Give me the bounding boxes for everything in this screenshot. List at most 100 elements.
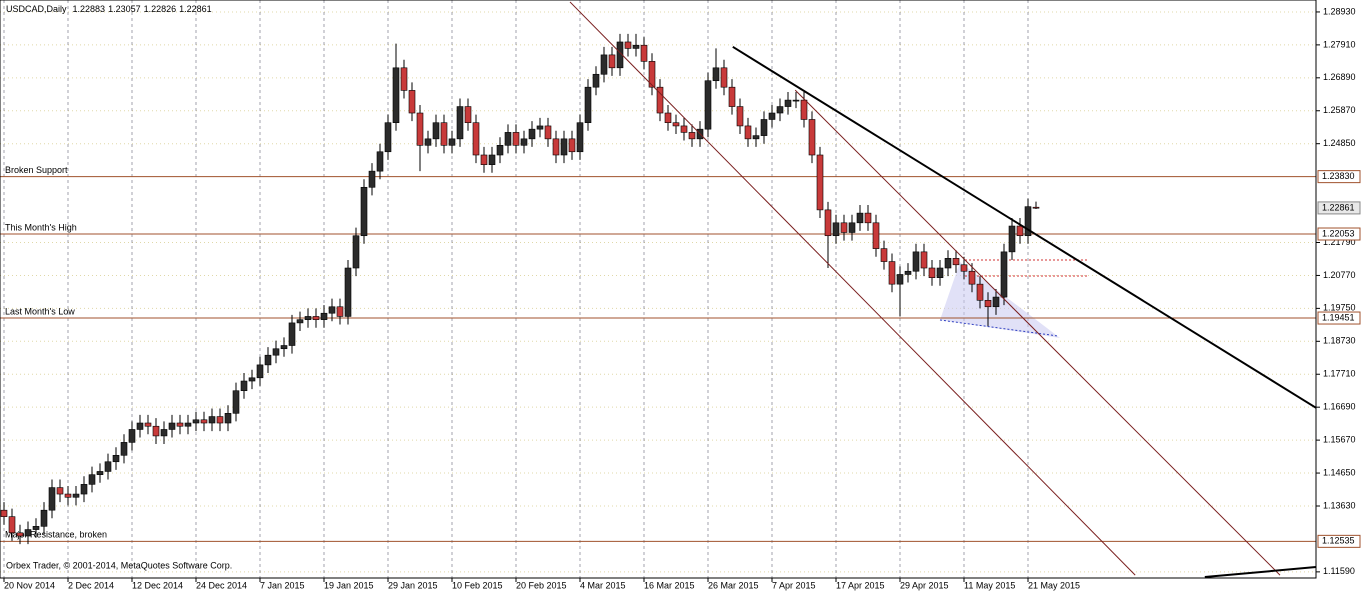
candle-body <box>840 222 848 233</box>
candle-body <box>880 248 888 262</box>
ohlc-open: 1.22883 <box>73 4 106 14</box>
candle-body <box>984 300 992 308</box>
candle-body <box>968 270 976 285</box>
candle-body <box>992 296 1000 308</box>
candle-body <box>32 526 40 530</box>
candle-body <box>688 132 696 140</box>
candle-body <box>288 322 296 346</box>
y-tick-label: 1.21790 <box>1323 237 1356 247</box>
candle-body <box>456 106 464 140</box>
y-tick-label: 1.25870 <box>1323 105 1356 115</box>
candle-body <box>856 212 864 224</box>
candle-body <box>352 235 360 269</box>
ohlc-high: 1.23057 <box>108 4 141 14</box>
candle-body <box>144 422 152 427</box>
candle-body <box>776 106 784 114</box>
candle-body <box>552 138 560 156</box>
candle-body <box>872 222 880 249</box>
x-tick-label: 20 Nov 2014 <box>4 580 55 590</box>
x-tick-label: 24 Dec 2014 <box>196 580 247 590</box>
candle-body <box>592 73 600 88</box>
candle-body <box>280 345 288 350</box>
candle-body <box>784 99 792 107</box>
y-tick-label: 1.15670 <box>1323 434 1356 444</box>
x-tick-label: 17 Apr 2015 <box>836 580 885 590</box>
candle-body <box>576 122 584 153</box>
candle-body <box>904 270 912 275</box>
current-price-box <box>1317 201 1361 215</box>
candle-body <box>160 429 168 437</box>
x-tick-label: 7 Jan 2015 <box>260 580 305 590</box>
candle-body <box>424 138 432 146</box>
candle-body <box>656 86 664 114</box>
y-tick-label: 1.13630 <box>1323 500 1356 510</box>
candle-body <box>728 86 736 107</box>
x-tick-label: 12 Dec 2014 <box>132 580 183 590</box>
candle-body <box>304 316 312 320</box>
candle-body <box>16 532 24 537</box>
trendline <box>732 45 1317 409</box>
candle-body <box>1000 251 1008 298</box>
candle-body <box>568 138 576 153</box>
candle-body <box>336 306 344 317</box>
candle-body <box>112 454 120 463</box>
candle-body <box>528 128 536 140</box>
candle-body <box>464 106 472 124</box>
candle-body <box>800 99 808 120</box>
candle-body <box>648 61 656 88</box>
candle-body <box>88 474 96 485</box>
candle-body <box>264 354 272 366</box>
level-label: Last Month's Low <box>5 306 75 316</box>
candle-body <box>952 258 960 266</box>
x-tick-label: 2 Dec 2014 <box>68 580 114 590</box>
candle-body <box>888 261 896 285</box>
plot-frame <box>0 0 1317 579</box>
candle-body <box>408 90 416 114</box>
level-price-label: 1.12535 <box>1322 536 1355 546</box>
level-price-label: 1.19451 <box>1322 312 1355 322</box>
level-label: Major Resistance, broken <box>5 530 107 540</box>
candle-body <box>216 416 224 424</box>
candle-body <box>848 222 856 233</box>
candle-body <box>680 125 688 133</box>
candle-body <box>192 419 200 424</box>
candle-body <box>120 442 128 456</box>
x-tick-label: 10 Feb 2015 <box>452 580 503 590</box>
candle-body <box>344 267 352 317</box>
candle-body <box>472 122 480 156</box>
candle-body <box>824 209 832 237</box>
candle-body <box>792 99 800 102</box>
candle-body <box>416 112 424 146</box>
candle-body <box>920 251 928 269</box>
candle-body <box>56 487 64 495</box>
x-tick-label: 19 Jan 2015 <box>324 580 374 590</box>
footer: Orbex Trader, © 2001-2014, MetaQuotes So… <box>6 560 232 570</box>
candle-body <box>496 145 504 156</box>
candle-body <box>152 425 160 437</box>
candle-body <box>72 493 80 498</box>
candle-body <box>976 283 984 301</box>
level-price-label: 1.22053 <box>1322 228 1355 238</box>
y-tick-label: 1.27910 <box>1323 39 1356 49</box>
candle-body <box>1024 206 1032 237</box>
candle-body <box>808 119 816 156</box>
candle-body <box>928 267 936 278</box>
candle-body <box>488 154 496 165</box>
candle-body <box>504 132 512 146</box>
candle-body <box>720 67 728 88</box>
candle-body <box>320 312 328 320</box>
candle-body <box>328 306 336 314</box>
candle-body <box>360 186 368 237</box>
levels: Broken Support This Month's High Last Mont… <box>0 165 1316 542</box>
candle-body <box>80 484 88 495</box>
level-price-label: 1.23830 <box>1322 171 1355 181</box>
candle-body <box>832 222 840 237</box>
candle-body <box>256 364 264 379</box>
current-price-label: 1.22861 <box>1322 202 1355 212</box>
candle-body <box>24 529 32 537</box>
y-tick-label: 1.11590 <box>1323 566 1355 576</box>
candle-body <box>944 258 952 269</box>
candle-body <box>400 67 408 91</box>
